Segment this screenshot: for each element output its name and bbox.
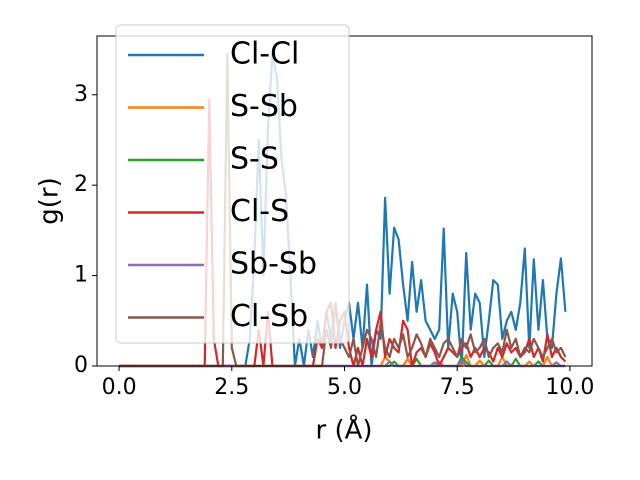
- legend-label: Cl-S: [230, 194, 289, 229]
- y-tick-label: 1: [74, 263, 88, 288]
- x-axis-label: r (Å): [315, 414, 372, 446]
- x-tick-label: 2.5: [214, 375, 249, 400]
- x-tick-label: 5.0: [327, 375, 362, 400]
- legend-label: S-Sb: [230, 89, 298, 124]
- y-tick-label: 0: [74, 353, 88, 378]
- series-line: [119, 354, 566, 368]
- legend-label: Cl-Sb: [230, 299, 308, 334]
- y-tick-label: 3: [74, 82, 88, 107]
- x-tick-label: 7.5: [440, 375, 475, 400]
- legend-label: S-S: [230, 142, 279, 177]
- legend-box: [115, 24, 350, 344]
- x-tick-label: 10.0: [545, 375, 594, 400]
- legend-label: Sb-Sb: [230, 247, 317, 282]
- legend-label: Cl-Cl: [230, 37, 299, 72]
- y-tick-label: 2: [74, 172, 88, 197]
- x-tick-label: 0.0: [102, 375, 137, 400]
- y-axis-label: g(r): [35, 177, 65, 224]
